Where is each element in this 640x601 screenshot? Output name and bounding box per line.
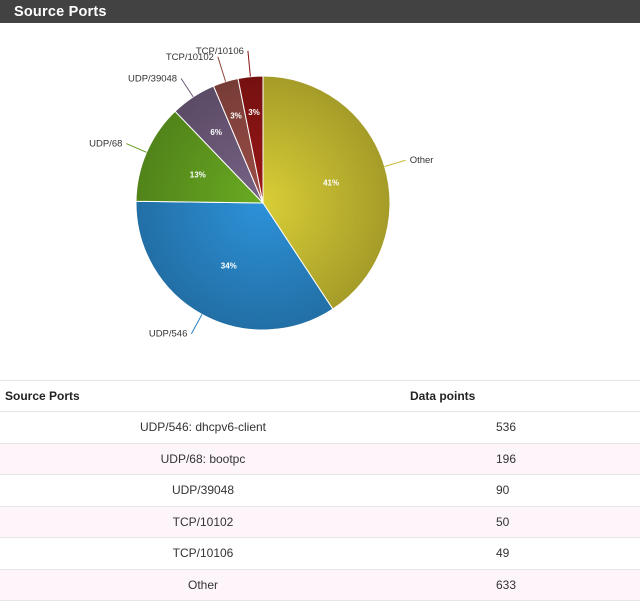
table-row: TCP/10102 50 [0,506,640,538]
pie-slice-udp-68[interactable] [135,110,265,204]
port-cell: Other [0,569,406,601]
leader-line [126,143,147,153]
points-cell: 536 [406,411,640,444]
leader-line [247,50,251,77]
leader-line [180,78,194,98]
slice-category-label: TCP/10106 [196,46,244,57]
port-cell: TCP/10102 [0,506,406,538]
pie-chart: 41% Other 34% UDP/546 13% UDP/68 6% UDP/39048 3%… [89,46,434,340]
leader-line [384,159,406,167]
slice-category-label: UDP/39048 [128,74,177,85]
source-ports-table: Source Ports Data points UDP/546: dhcpv6… [0,380,640,601]
table-header-row: Source Ports Data points [0,380,640,412]
slice-percent-label: 3% [230,112,242,121]
pie-chart-area: 41% Other 34% UDP/546 13% UDP/68 6% UDP/39048 3%… [0,23,640,380]
slice-category-label: TCP/10102 [166,52,214,63]
table-row: Other 633 [0,569,640,601]
column-header-data-points[interactable]: Data points [406,380,640,412]
table-row: UDP/39048 90 [0,474,640,507]
slice-percent-label: 13% [190,171,206,180]
table-row: TCP/10106 49 [0,537,640,570]
slice-percent-label: 34% [221,261,237,270]
column-header-source-ports[interactable]: Source Ports [0,380,406,412]
port-cell: UDP/546: dhcpv6-client [0,411,406,444]
slice-percent-label: 6% [210,128,222,137]
slice-category-label: UDP/546 [149,329,188,340]
points-cell: 49 [406,537,640,570]
port-cell: UDP/68: bootpc [0,443,406,475]
port-cell: UDP/39048 [0,474,406,507]
port-cell: TCP/10106 [0,537,406,570]
leader-line [217,56,227,82]
table-row: UDP/68: bootpc 196 [0,443,640,475]
slice-percent-label: 41% [323,179,339,188]
slice-category-label: UDP/68 [89,139,122,150]
pie-slice-tcp-10106[interactable] [237,75,264,204]
table-row: UDP/546: dhcpv6-client 536 [0,411,640,444]
slice-percent-label: 3% [248,108,260,117]
points-cell: 196 [406,443,640,475]
leader-line [190,314,203,334]
points-cell: 50 [406,506,640,538]
points-cell: 633 [406,569,640,601]
slice-category-label: Other [410,155,434,166]
panel-header: Source Ports [0,0,640,23]
points-cell: 90 [406,474,640,507]
panel-title: Source Ports [14,3,107,20]
